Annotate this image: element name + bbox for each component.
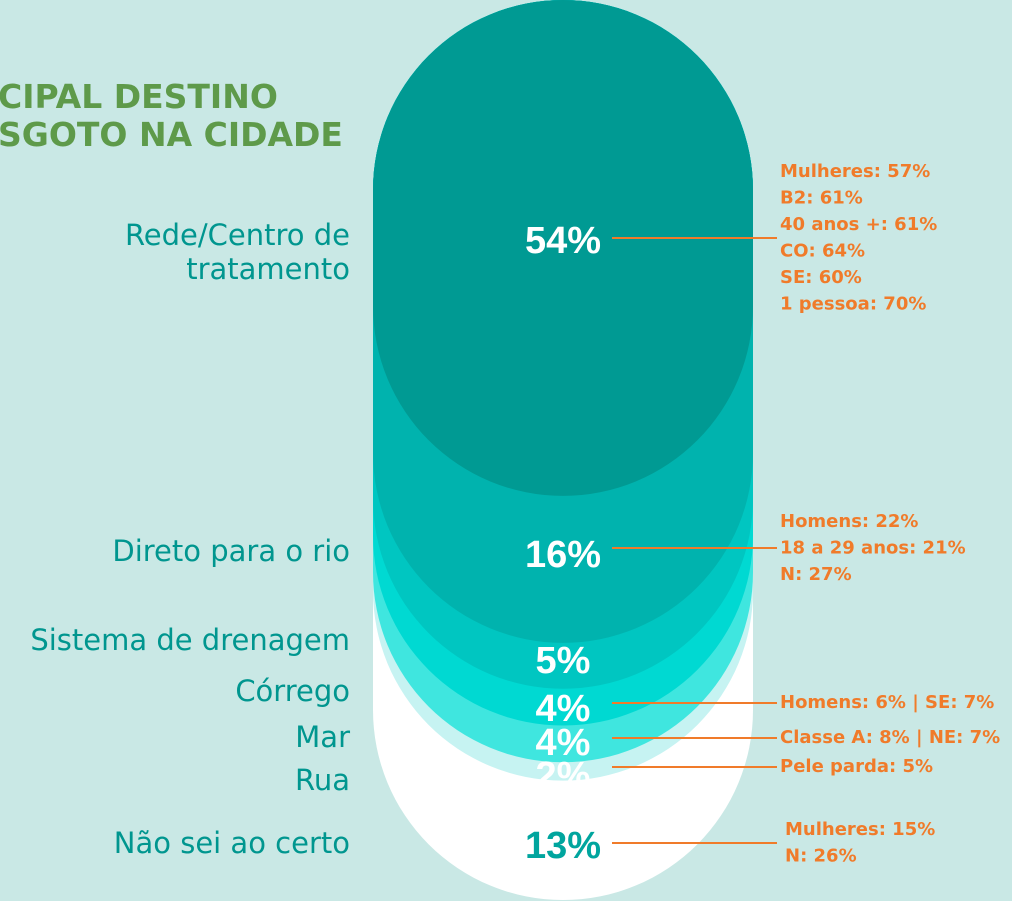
annotation: B2: 61% [780,188,863,209]
category-label: Não sei ao certo [113,826,350,860]
segment [373,0,753,496]
category-label: Rede/Centro de tratamento [124,218,350,286]
annotation: N: 26% [785,846,857,867]
annotation: Pele parda: 5% [780,756,933,777]
category-label: Direto para o rio [112,534,350,568]
annotation: Homens: 22% [780,511,918,532]
value-label: 4% [536,688,591,730]
annotation: 18 a 29 anos: 21% [780,538,966,559]
value-label: 4% [536,722,591,764]
title-line: CIPAL DESTINO [0,77,278,116]
value-label: 54% [525,220,601,262]
value-label: 5% [536,640,591,682]
annotation: 40 anos +: 61% [780,214,937,235]
category-label: Mar [295,720,350,754]
annotation: Classe A: 8% | NE: 7% [780,727,1000,748]
category-label: Sistema de drenagem [30,623,350,657]
title-line: SGOTO NA CIDADE [0,115,343,154]
annotation: Mulheres: 15% [785,819,935,840]
category-label: Córrego [235,674,350,708]
annotation: Mulheres: 57% [780,161,930,182]
annotation: CO: 64% [780,241,865,262]
value-label: 2% [536,755,591,797]
category-label: Rua [295,763,350,797]
annotation: 1 pessoa: 70% [780,294,926,315]
annotation: N: 27% [780,564,852,585]
value-label: 16% [525,534,601,576]
value-label: 13% [525,825,601,867]
annotation: Homens: 6% | SE: 7% [780,692,994,713]
annotation: SE: 60% [780,267,862,288]
